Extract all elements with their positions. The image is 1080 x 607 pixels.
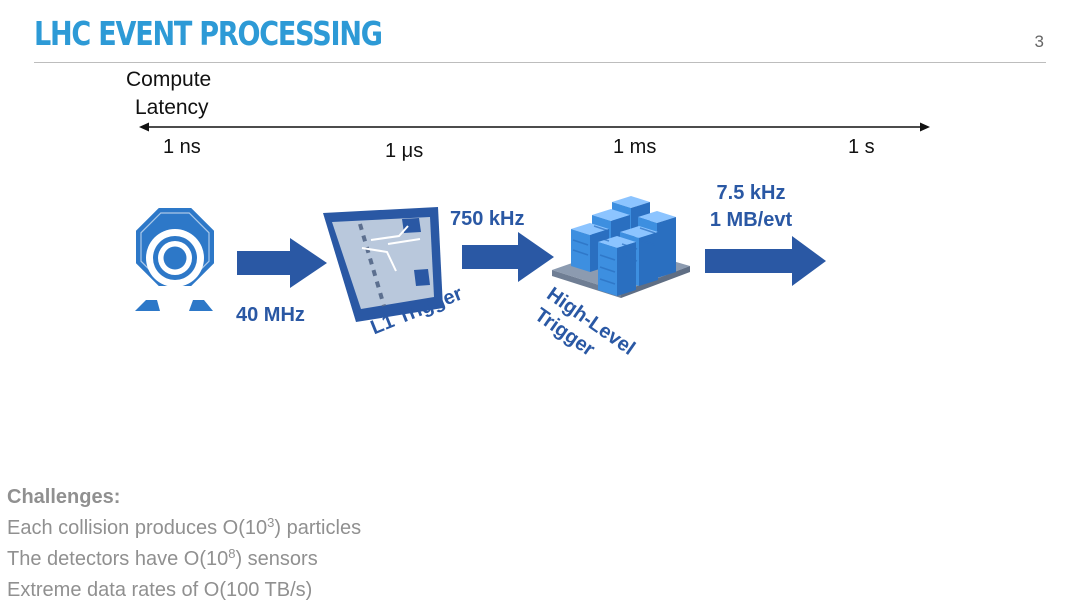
l1-trigger-chip-icon xyxy=(323,207,443,322)
rate-output-line1: 7.5 kHz xyxy=(716,182,786,204)
challenge-2-text: The detectors have O(10 xyxy=(7,548,229,570)
rate-output-line2: 1 MB/evt xyxy=(709,209,793,231)
latency-tick-1ns: 1 ns xyxy=(163,136,201,158)
latency-tick-1s: 1 s xyxy=(848,136,875,158)
latency-axis-label: Compute Latency xyxy=(126,66,211,122)
page-title: LHC EVENT PROCESSING xyxy=(34,14,383,53)
latency-tick-1us: 1 μs xyxy=(385,140,424,162)
challenges-section: Challenges: Each collision produces O(10… xyxy=(7,482,361,606)
latency-axis-arrow xyxy=(139,122,930,132)
detector-icon xyxy=(135,208,214,311)
challenge-item-3: Extreme data rates of O(100 TB/s) xyxy=(7,579,313,601)
latency-tick-1ms: 1 ms xyxy=(613,136,657,158)
challenge-2-text-end: ) sensors xyxy=(235,548,318,570)
challenge-item-2: The detectors have O(108) sensors xyxy=(7,544,361,575)
challenge-1-text: Each collision produces O(10 xyxy=(7,517,268,539)
flow-arrow-2 xyxy=(462,232,554,282)
flow-arrow-3 xyxy=(705,236,826,286)
challenge-1-exponent: 3 xyxy=(267,515,275,530)
rate-label-output: 7.5 kHz 1 MB/evt xyxy=(699,180,803,234)
rate-label-750khz: 750 kHz xyxy=(450,208,525,230)
challenge-2-exponent: 8 xyxy=(228,546,236,561)
challenge-item-1: Each collision produces O(103) particles xyxy=(7,513,361,544)
challenges-heading: Challenges: xyxy=(7,486,121,508)
latency-label-line2: Latency xyxy=(135,96,209,119)
page-number: 3 xyxy=(1034,32,1044,51)
rate-label-40mhz: 40 MHz xyxy=(236,304,305,326)
latency-label-line1: Compute xyxy=(126,68,212,91)
flow-arrow-1 xyxy=(237,238,327,288)
title-divider xyxy=(34,62,1046,63)
server-farm-icon xyxy=(552,196,690,298)
server-rack-6 xyxy=(598,236,636,296)
challenge-1-text-end: ) particles xyxy=(274,517,362,539)
